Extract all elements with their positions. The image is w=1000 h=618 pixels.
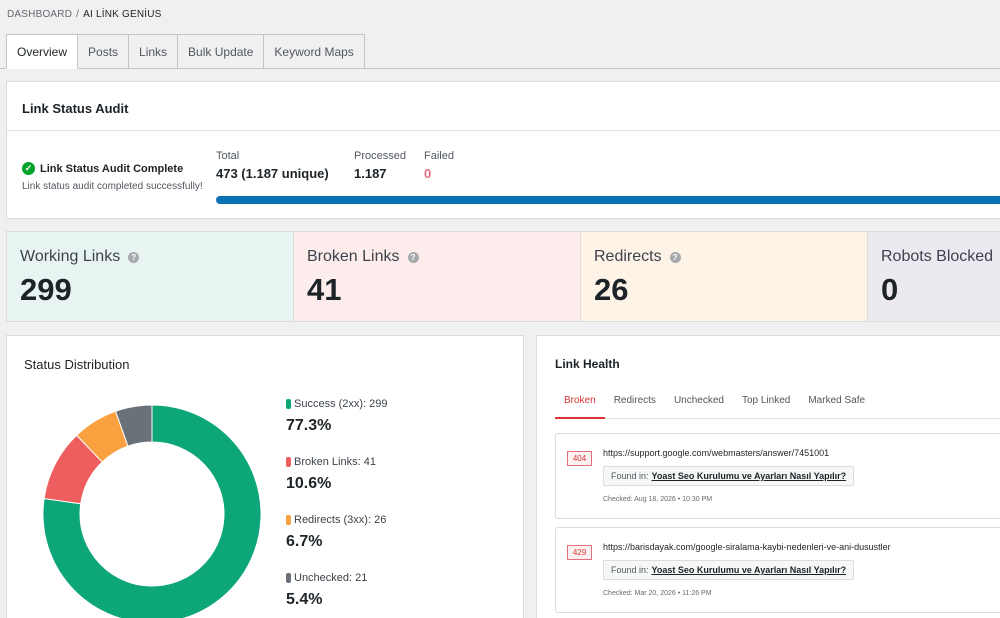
found-in-box: Found in: Yoast Seo Kurulumu ve Ayarları … [603,466,855,486]
stat-broken-links: Broken Links? 41 [293,231,581,322]
checked-timestamp: Checked: Aug 18, 2026 • 10:30 PM [603,496,713,503]
broken-link-item: 429 https://barisdayak.com/google-sirala… [555,527,1000,613]
link-health-tabs: Broken Redirects Unchecked Top Linked Ma… [555,388,1000,419]
stat-title: Redirects [594,248,662,265]
status-distribution-card: Status Distribution Success (2xx): 299 7… [6,335,524,618]
tab-overview[interactable]: Overview [6,34,79,69]
link-health-title: Link Health [555,357,620,371]
help-icon[interactable]: ? [128,251,140,263]
tab-bulk-update[interactable]: Bulk Update [178,34,265,69]
stat-title: Broken Links [307,248,400,265]
legend-label: Redirects (3xx): 26 [294,514,387,526]
legend-percent: 77.3% [286,417,332,434]
metric-failed-label: Failed [424,150,454,162]
breadcrumb-separator: / [76,9,80,20]
help-icon[interactable]: ? [669,251,681,263]
metric-total-label: Total [216,150,240,162]
metric-total-value: 473 (1.187 unique) [216,166,329,181]
metric-processed: Processed 1.187 [354,150,406,181]
legend-label: Broken Links: 41 [294,456,376,468]
legend-swatch [286,457,291,467]
metric-processed-value: 1.187 [354,166,387,181]
legend-item-success: Success (2xx): 299 77.3% [286,398,388,456]
breadcrumb-root[interactable]: DASHBOARD [7,9,73,20]
health-tab-marked-safe[interactable]: Marked Safe [808,395,866,406]
broken-link-url[interactable]: https://support.google.com/webmasters/an… [603,448,830,458]
stat-value: 0 [881,272,899,307]
health-tab-redirects[interactable]: Redirects [613,395,656,406]
stat-value: 299 [20,272,72,307]
status-legend: Success (2xx): 299 77.3% Broken Links: 4… [286,398,388,618]
audit-status: ✓ Link Status Audit Complete Link status … [22,162,203,192]
status-donut-chart [42,404,262,618]
audit-title: Link Status Audit [22,101,129,116]
legend-swatch [286,515,291,525]
donut-slice-3[interactable] [114,404,153,447]
metric-failed: Failed 0 [424,150,454,181]
legend-item-redirects: Redirects (3xx): 26 6.7% [286,514,388,572]
found-in-label: Found in: [611,565,649,575]
legend-label: Success (2xx): 299 [294,398,388,410]
breadcrumb-current: AI LİNK GENİUS [83,9,162,20]
check-circle-icon: ✓ [22,162,35,175]
tab-posts[interactable]: Posts [78,34,130,69]
legend-percent: 6.7% [286,533,323,550]
found-in-box: Found in: Yoast Seo Kurulumu ve Ayarları … [603,560,855,580]
tabs-divider [0,68,1000,69]
help-icon[interactable]: ? [407,251,419,263]
found-in-post-link[interactable]: Yoast Seo Kurulumu ve Ayarları Nasıl Yap… [651,565,847,575]
link-health-card: Link Health Broken Redirects Unchecked T… [536,335,1000,618]
status-distribution-title: Status Distribution [24,357,130,372]
tab-links[interactable]: Links [129,34,179,69]
legend-swatch [286,399,291,409]
tab-keyword-maps[interactable]: Keyword Maps [264,34,365,69]
legend-swatch [286,573,291,583]
legend-percent: 10.6% [286,475,332,492]
stat-value: 26 [594,272,629,307]
audit-card: Link Status Audit ✓ Link Status Audit Com… [6,81,1000,219]
stat-redirects: Redirects? 26 [580,231,868,322]
metric-total: Total 473 (1.187 unique) [216,150,329,181]
legend-label: Unchecked: 21 [294,572,368,584]
health-tab-unchecked[interactable]: Unchecked [673,395,724,406]
checked-timestamp: Checked: Mar 20, 2026 • 11:26 PM [603,590,712,597]
metric-failed-value: 0 [424,166,432,181]
legend-item-unchecked: Unchecked: 21 5.4% [286,572,388,618]
audit-progress-bar [216,196,1000,204]
audit-progress-fill [216,196,1000,204]
audit-status-sub: Link status audit completed successfully… [22,181,203,192]
metric-processed-label: Processed [354,150,406,162]
stat-title: Working Links [20,248,121,265]
broken-link-item: 404 https://support.google.com/webmaster… [555,433,1000,519]
audit-divider [7,130,1000,131]
health-tab-top-linked[interactable]: Top Linked [741,395,791,406]
found-in-post-link[interactable]: Yoast Seo Kurulumu ve Ayarları Nasıl Yap… [651,471,847,481]
legend-item-broken: Broken Links: 41 10.6% [286,456,388,514]
main-tabs: Overview Posts Links Bulk Update Keyword… [6,34,365,69]
broken-link-url[interactable]: https://barisdayak.com/google-siralama-k… [603,542,891,552]
breadcrumb: DASHBOARD / AI LİNK GENİUS [7,9,162,20]
audit-status-title: Link Status Audit Complete [40,162,184,175]
stat-robots-blocked: Robots Blocked? 0 [867,231,1000,322]
health-tab-broken[interactable]: Broken [555,388,605,419]
status-code-badge: 429 [567,545,592,560]
legend-percent: 5.4% [286,591,323,608]
donut-slice-0[interactable] [42,404,262,618]
status-code-badge: 404 [567,451,592,466]
stat-value: 41 [307,272,342,307]
stat-title: Robots Blocked [881,248,994,265]
stat-working-links: Working Links? 299 [6,231,294,322]
found-in-label: Found in: [611,471,649,481]
